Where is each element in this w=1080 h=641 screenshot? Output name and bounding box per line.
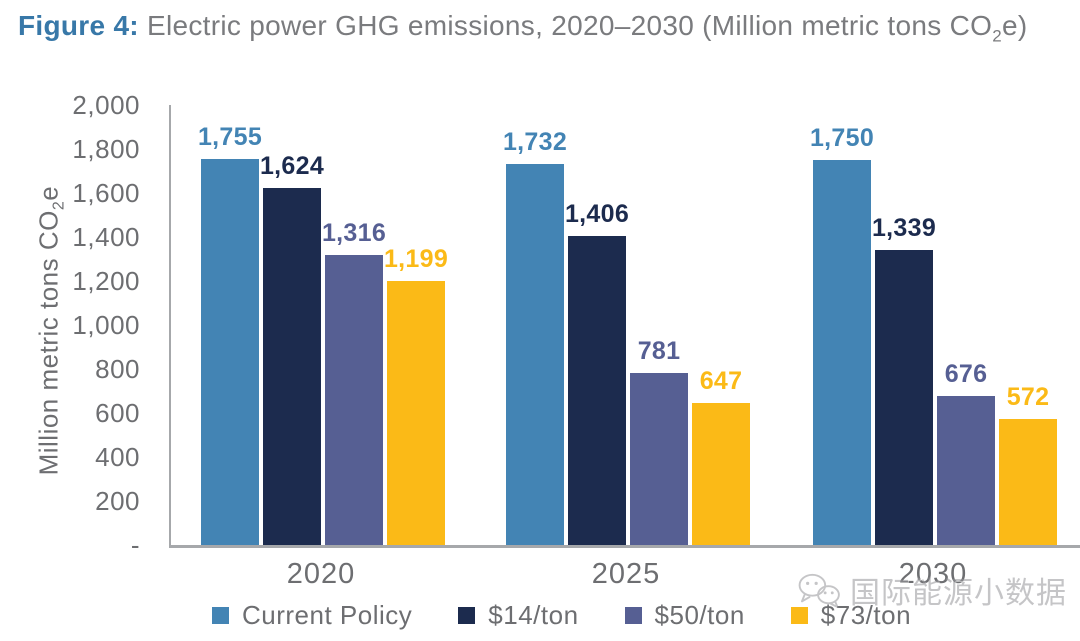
bar-value-label: 781 xyxy=(637,337,681,365)
bar-current-policy-2020: 1,755 xyxy=(198,123,262,545)
x-axis-label-2020: 2020 xyxy=(286,558,356,590)
bar-value-label: 1,750 xyxy=(809,124,875,152)
bar-50-ton-2030: 676 xyxy=(937,360,995,545)
legend-item-14-ton: $14/ton xyxy=(458,600,578,631)
legend-label: $50/ton xyxy=(654,600,745,630)
bar-value-label: 1,755 xyxy=(197,123,263,151)
bar-73-ton-2025: 647 xyxy=(692,367,750,545)
figure-title-suffix: e) xyxy=(1001,10,1028,41)
legend-item-73-ton: $73/ton xyxy=(790,600,912,631)
bar-value-label: 1,624 xyxy=(259,152,325,180)
bar-50-ton-2020: 1,316 xyxy=(322,219,386,545)
figure-title-text: Electric power GHG emissions, 2020–2030 … xyxy=(138,10,993,41)
y-tick-label: 2,000 xyxy=(72,90,140,120)
y-tick-label: 1,000 xyxy=(72,310,140,340)
legend-swatch-icon xyxy=(212,607,229,624)
bar-14-ton-2025: 1,406 xyxy=(565,200,629,545)
bar-73-ton-2030: 572 xyxy=(999,383,1057,545)
bar-value-label: 647 xyxy=(699,367,743,395)
bar-73-ton-2020: 1,199 xyxy=(384,245,448,545)
x-axis-label-2030: 2030 xyxy=(898,558,968,590)
legend-item-current-policy: Current Policy xyxy=(212,600,412,631)
bar-value-label: 676 xyxy=(944,360,988,388)
legend-item-50-ton: $50/ton xyxy=(624,600,745,631)
legend-label: $14/ton xyxy=(488,600,579,630)
y-tick-label: 1,400 xyxy=(72,222,140,252)
figure-title-subscript: 2 xyxy=(992,26,1002,46)
figure-number-label: Figure 4: xyxy=(18,10,139,41)
y-tick-label: - xyxy=(130,530,140,560)
legend-label: $73/ton xyxy=(820,600,912,630)
y-tick-label: 400 xyxy=(95,442,140,472)
bar-current-policy-2025: 1,732 xyxy=(503,128,567,545)
bar-value-label: 1,339 xyxy=(871,214,937,242)
bar-value-label: 1,406 xyxy=(564,200,630,228)
x-axis-label-2025: 2025 xyxy=(591,558,661,590)
plot-area: 1,755 1,624 1,316 1,199 1,732 1,406 781 647 1,75… xyxy=(169,105,1080,548)
y-tick-label: 200 xyxy=(95,486,140,516)
y-tick-label: 800 xyxy=(95,354,140,384)
bar-group-2025: 1,732 1,406 781 647 xyxy=(503,105,750,545)
bar-value-label: 1,732 xyxy=(502,128,568,156)
y-tick-label: 1,800 xyxy=(72,134,140,164)
y-tick-label: 1,600 xyxy=(72,178,140,208)
bar-value-label: 1,199 xyxy=(383,245,449,273)
legend-swatch-icon xyxy=(458,607,476,624)
bar-value-label: 1,316 xyxy=(321,219,387,247)
bar-14-ton-2020: 1,624 xyxy=(260,152,324,545)
legend: Current Policy $14/ton $50/ton $73/ton xyxy=(212,600,911,631)
y-tick-label: 1,200 xyxy=(72,266,140,296)
bar-14-ton-2030: 1,339 xyxy=(872,214,936,545)
legend-swatch-icon xyxy=(790,607,808,624)
bar-group-2030: 1,750 1,339 676 572 xyxy=(810,105,1057,545)
bar-group-2020: 1,755 1,624 1,316 1,199 xyxy=(198,105,448,545)
figure-title: Figure 4: Electric power GHG emissions, … xyxy=(18,10,1068,47)
bar-50-ton-2025: 781 xyxy=(630,337,688,545)
legend-swatch-icon xyxy=(624,607,642,624)
bar-value-label: 572 xyxy=(1006,383,1050,411)
bar-current-policy-2030: 1,750 xyxy=(810,124,874,545)
legend-label: Current Policy xyxy=(242,600,413,630)
y-tick-label: 600 xyxy=(95,398,140,428)
